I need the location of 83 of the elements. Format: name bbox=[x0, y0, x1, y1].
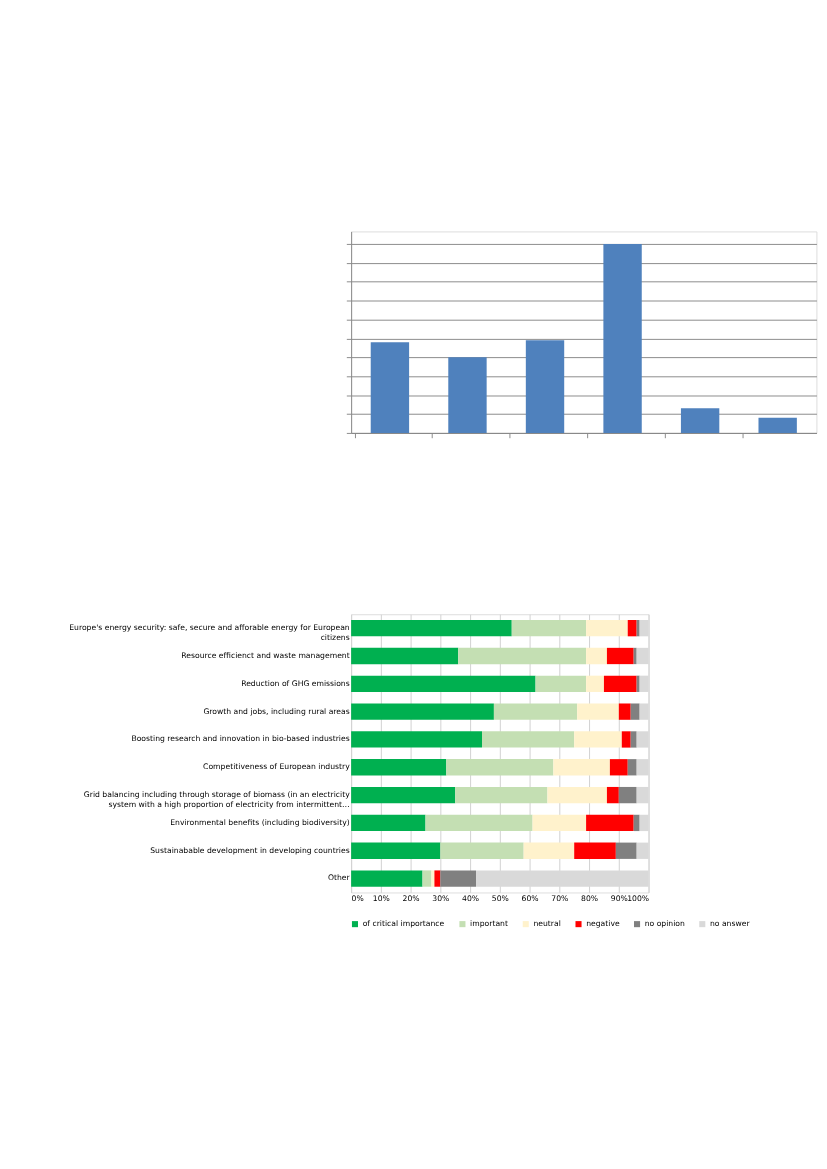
bar bbox=[351, 786, 456, 804]
bar bbox=[606, 786, 619, 804]
x-tick-label: 40% bbox=[462, 893, 480, 903]
legend-label: important bbox=[470, 919, 508, 929]
y-tick-label: Other bbox=[327, 873, 351, 883]
bar bbox=[351, 647, 459, 665]
bar bbox=[511, 620, 587, 637]
legend-label: neutral bbox=[533, 919, 561, 929]
bar bbox=[609, 759, 628, 776]
bar bbox=[525, 340, 565, 433]
y-tick-label: Reduction of GHG emissions bbox=[241, 678, 350, 688]
bar bbox=[351, 731, 482, 748]
legend-label: of critical importance bbox=[362, 919, 445, 929]
y-tick-label: Competitiveness of European industry bbox=[203, 762, 351, 772]
bar bbox=[636, 620, 640, 637]
bar bbox=[574, 842, 616, 859]
x-tick-label: 50% bbox=[491, 893, 509, 903]
bar bbox=[532, 814, 587, 832]
x-tick-label: 80% bbox=[581, 893, 599, 903]
y-tick-label: Europe's energy security: safe, secure and afforable energy for European citizens bbox=[69, 623, 350, 642]
bar bbox=[603, 675, 637, 692]
y-tick-label: Growth and jobs, including rural areas bbox=[203, 706, 350, 716]
x-tick-label: 20% bbox=[402, 893, 420, 903]
bar bbox=[586, 675, 604, 692]
bar bbox=[431, 870, 435, 887]
bar bbox=[351, 703, 494, 720]
bar bbox=[422, 870, 432, 887]
bar bbox=[630, 731, 637, 748]
bar bbox=[574, 731, 622, 748]
y-tick-label: Resource efficienct and waste management bbox=[181, 650, 350, 660]
bar bbox=[615, 842, 637, 859]
bar bbox=[446, 759, 554, 776]
bar bbox=[621, 731, 631, 748]
y-tick-label: Sustainabable development in developing countries bbox=[150, 845, 350, 855]
x-tick-label: 100% bbox=[627, 893, 650, 903]
bar bbox=[493, 703, 578, 720]
bar bbox=[370, 342, 410, 433]
bar bbox=[586, 620, 628, 637]
bar bbox=[603, 243, 642, 433]
x-tick-label: 90% bbox=[610, 893, 628, 903]
bar bbox=[440, 870, 477, 887]
bar bbox=[351, 620, 512, 637]
bar bbox=[425, 814, 533, 832]
bar bbox=[351, 814, 426, 832]
bar bbox=[440, 842, 524, 859]
bar bbox=[636, 675, 640, 692]
y-tick-label: Grid balancing including through storage of biomass (in an electricity system with a high proportion of electricity from intermittent… bbox=[83, 790, 351, 809]
bar bbox=[606, 647, 634, 665]
x-tick-label: 0% bbox=[351, 893, 364, 903]
bar bbox=[547, 786, 607, 804]
x-tick-label: 70% bbox=[551, 893, 569, 903]
bar bbox=[627, 759, 637, 776]
bar bbox=[586, 814, 634, 832]
bar bbox=[553, 759, 610, 776]
bar bbox=[577, 703, 619, 720]
bar bbox=[351, 842, 441, 859]
y-tick-label: Boosting research and innovation in bio-based industries bbox=[131, 734, 350, 744]
bar bbox=[535, 675, 587, 692]
bar bbox=[618, 703, 631, 720]
x-tick-label: 10% bbox=[372, 893, 390, 903]
bar bbox=[458, 647, 587, 665]
x-tick-label: 60% bbox=[521, 893, 539, 903]
bar bbox=[434, 870, 441, 887]
legend-label: negative bbox=[586, 919, 620, 929]
bar bbox=[351, 675, 536, 692]
x-tick-label: 30% bbox=[432, 893, 450, 903]
bar bbox=[586, 647, 607, 665]
legend-label: no opinion bbox=[644, 919, 686, 929]
bar bbox=[627, 620, 637, 637]
y-tick-label: Environmental benefits (including biodiversity) bbox=[170, 817, 350, 827]
bar bbox=[680, 408, 720, 433]
bar bbox=[618, 786, 637, 804]
bar bbox=[633, 647, 637, 665]
bar bbox=[482, 731, 575, 748]
bar bbox=[448, 357, 487, 433]
bar bbox=[351, 759, 447, 776]
bar bbox=[758, 417, 797, 433]
bar bbox=[351, 870, 423, 887]
bar bbox=[633, 814, 640, 832]
legend-label: no answer bbox=[709, 919, 751, 929]
bar bbox=[523, 842, 575, 859]
bar bbox=[455, 786, 548, 804]
bar bbox=[630, 703, 640, 720]
